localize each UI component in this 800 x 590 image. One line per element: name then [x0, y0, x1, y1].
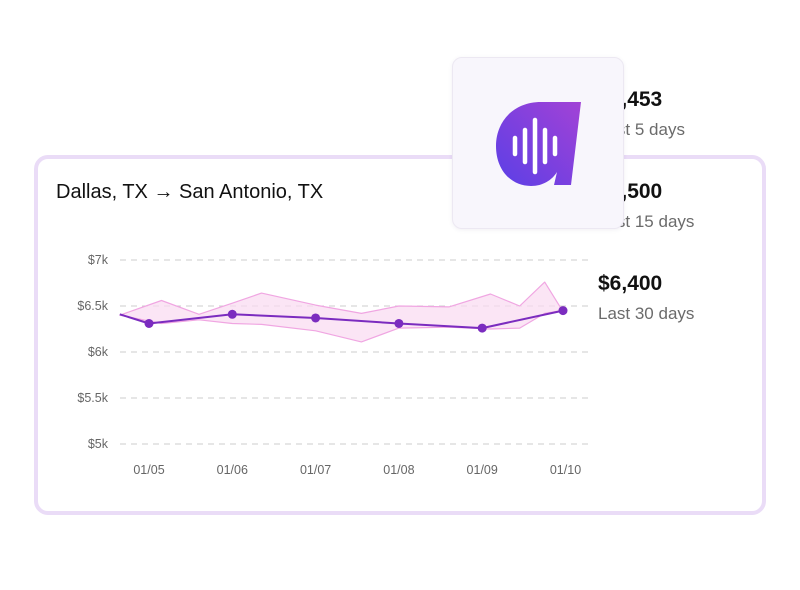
route-arrow: → [153, 181, 174, 203]
y-tick-label: $5k [88, 437, 109, 451]
stat-last-30-days: $6,400 Last 30 days [598, 272, 728, 356]
x-tick-label: 01/07 [300, 463, 331, 477]
data-point [558, 306, 568, 316]
data-point [394, 318, 404, 328]
stat-value: $6,400 [598, 272, 663, 295]
audio-wave-logo-icon [496, 102, 581, 186]
x-tick-label: 01/08 [383, 463, 414, 477]
y-tick-label: $5.5k [77, 391, 108, 405]
x-tick-label: 01/06 [217, 463, 248, 477]
y-tick-label: $6k [88, 345, 109, 359]
data-point [227, 309, 237, 319]
x-tick-label: 01/10 [550, 463, 581, 477]
x-tick-label: 01/09 [467, 463, 498, 477]
stat-label: Last 30 days [598, 304, 695, 323]
route-destination: San Antonio, TX [179, 181, 324, 203]
route-origin: Dallas, TX [56, 181, 148, 203]
y-tick-label: $7k [88, 253, 109, 267]
data-point [477, 323, 487, 333]
route-title: Dallas, TX → San Antonio, TX [56, 181, 323, 204]
y-tick-label: $6.5k [77, 299, 108, 313]
price-trend-card: Dallas, TX → San Antonio, TX [34, 155, 766, 515]
app-logo-tile [452, 57, 624, 229]
data-point [311, 313, 321, 323]
price-range-band [119, 281, 562, 343]
data-point [144, 318, 154, 328]
x-tick-label: 01/05 [133, 463, 164, 477]
